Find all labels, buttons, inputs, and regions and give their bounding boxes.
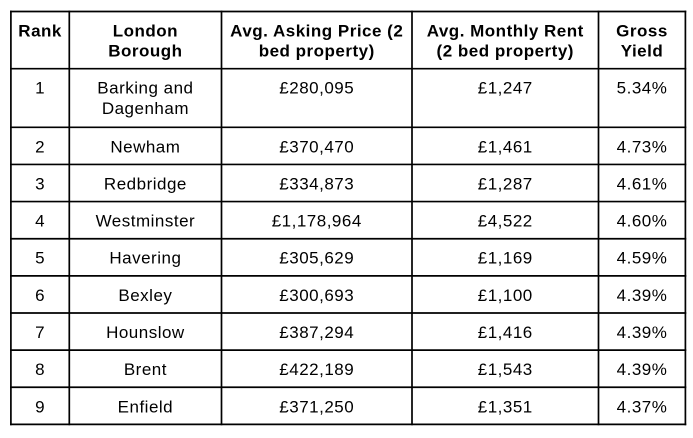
svg-text:£422,189: £422,189 <box>279 360 354 379</box>
svg-text:£1,178,964: £1,178,964 <box>272 212 362 231</box>
svg-text:4.73%: 4.73% <box>617 137 668 156</box>
svg-text:£305,629: £305,629 <box>279 249 354 268</box>
svg-text:£280,095: £280,095 <box>279 79 354 98</box>
svg-text:£4,522: £4,522 <box>478 212 533 231</box>
svg-text:5.34%: 5.34% <box>617 79 668 98</box>
svg-text:£387,294: £387,294 <box>279 323 354 342</box>
svg-text:5: 5 <box>35 249 45 268</box>
svg-text:4.39%: 4.39% <box>617 286 668 305</box>
svg-text:8: 8 <box>35 360 45 379</box>
svg-text:£334,873: £334,873 <box>279 174 354 193</box>
svg-text:4: 4 <box>35 212 45 231</box>
svg-text:Borough: Borough <box>108 42 182 61</box>
svg-text:Avg. Asking Price (2: Avg. Asking Price (2 <box>230 21 403 40</box>
svg-text:Barking and: Barking and <box>97 79 193 98</box>
svg-text:London: London <box>113 21 178 40</box>
svg-text:4.59%: 4.59% <box>617 249 668 268</box>
svg-text:£1,461: £1,461 <box>478 137 533 156</box>
svg-text:£1,247: £1,247 <box>478 79 533 98</box>
svg-text:Westminster: Westminster <box>96 212 196 231</box>
svg-text:Gross: Gross <box>616 21 668 40</box>
svg-text:1: 1 <box>35 79 45 98</box>
svg-text:Newham: Newham <box>110 137 180 156</box>
svg-text:4.61%: 4.61% <box>617 174 668 193</box>
svg-text:4.39%: 4.39% <box>617 360 668 379</box>
svg-text:£1,287: £1,287 <box>478 174 533 193</box>
svg-text:Dagenham: Dagenham <box>102 99 189 118</box>
svg-text:Enfield: Enfield <box>118 397 173 416</box>
svg-text:£371,250: £371,250 <box>279 397 354 416</box>
svg-text:£370,470: £370,470 <box>279 137 354 156</box>
svg-text:£1,351: £1,351 <box>478 397 533 416</box>
svg-text:Yield: Yield <box>621 42 664 61</box>
svg-text:Havering: Havering <box>109 249 181 268</box>
svg-text:3: 3 <box>35 174 45 193</box>
svg-text:Redbridge: Redbridge <box>104 174 187 193</box>
svg-text:£1,416: £1,416 <box>478 323 533 342</box>
svg-text:Rank: Rank <box>18 21 62 40</box>
svg-text:Avg. Monthly Rent: Avg. Monthly Rent <box>427 21 584 40</box>
svg-text:7: 7 <box>35 323 45 342</box>
svg-text:£1,100: £1,100 <box>478 286 533 305</box>
svg-text:4.39%: 4.39% <box>617 323 668 342</box>
svg-text:£1,543: £1,543 <box>478 360 533 379</box>
svg-text:2: 2 <box>35 137 45 156</box>
svg-text:4.60%: 4.60% <box>617 212 668 231</box>
svg-text:9: 9 <box>35 397 45 416</box>
svg-text:4.37%: 4.37% <box>617 397 668 416</box>
svg-text:Brent: Brent <box>124 360 167 379</box>
svg-text:£1,169: £1,169 <box>478 249 533 268</box>
svg-text:£300,693: £300,693 <box>279 286 354 305</box>
svg-text:(2 bed property): (2 bed property) <box>437 42 574 61</box>
svg-text:6: 6 <box>35 286 45 305</box>
svg-text:bed property): bed property) <box>259 42 375 61</box>
svg-text:Hounslow: Hounslow <box>106 323 185 342</box>
svg-text:Bexley: Bexley <box>118 286 172 305</box>
